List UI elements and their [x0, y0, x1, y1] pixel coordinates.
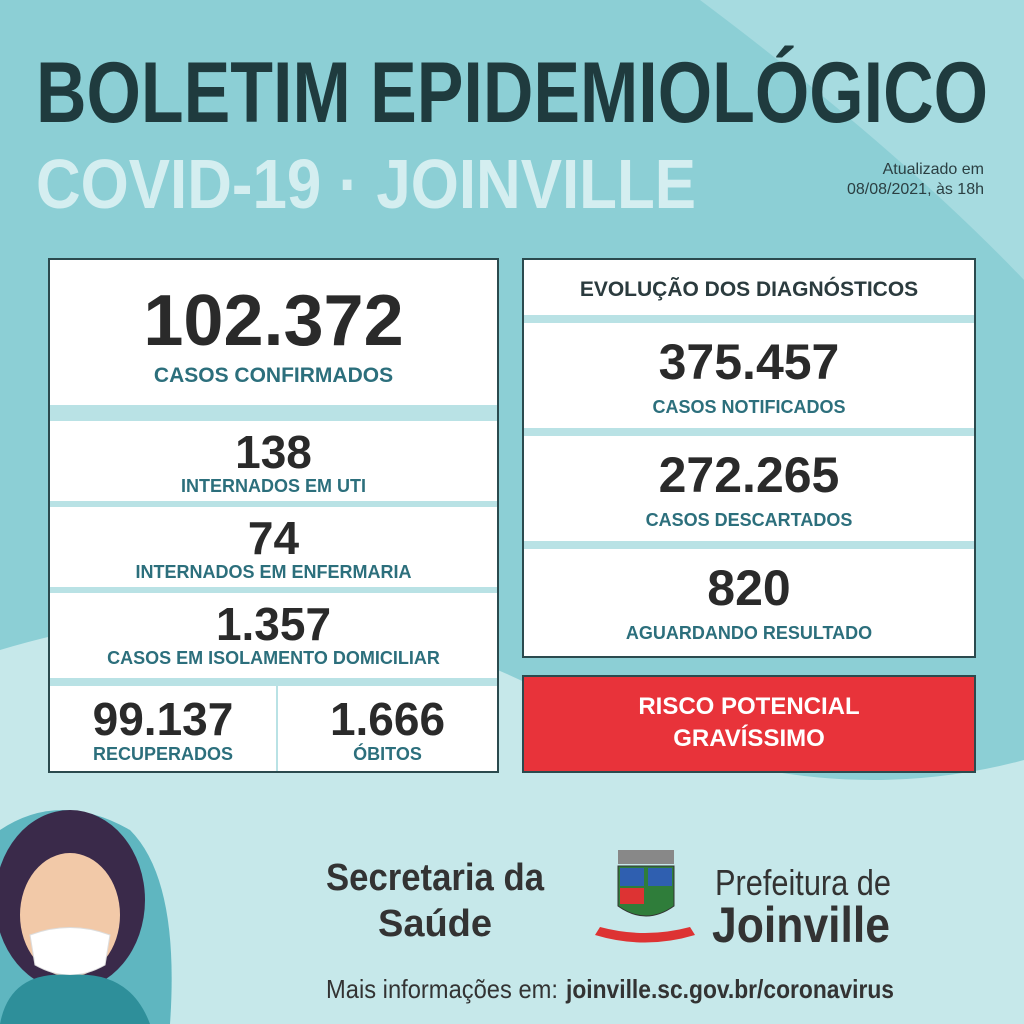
prefeitura: Joinville [712, 897, 890, 953]
secretaria: Saúde [378, 903, 492, 945]
separator [524, 315, 974, 323]
label: RECUPERADOS [92, 744, 234, 764]
subtitle: COVID-19 · JOINVILLE [36, 145, 696, 223]
alert-line: RISCO POTENCIAL [638, 693, 860, 720]
label: INTERNADOS EM UTI [180, 476, 366, 496]
label: CASOS DESCARTADOS [645, 510, 853, 530]
label: AGUARDANDO RESULTADO [625, 623, 873, 643]
value: 375.457 [658, 334, 840, 390]
value: 272.265 [658, 447, 840, 503]
title: BOLETIM EPIDEMIOLÓGICO [36, 45, 988, 141]
panel-title: EVOLUÇÃO DOS DIAGNÓSTICOS [579, 278, 919, 301]
value: 820 [707, 560, 791, 616]
separator [524, 428, 974, 436]
updated: Atualizado em [883, 161, 984, 178]
info: Mais informações em: [326, 974, 558, 1004]
value: 99.137 [92, 693, 234, 745]
value: 102.372 [143, 281, 404, 361]
value: 74 [247, 512, 300, 564]
updated: 08/08/2021, às 18h [847, 181, 984, 198]
value: 138 [235, 426, 312, 478]
value: 1.666 [329, 693, 446, 745]
deaths: 1.666 ÓBITOS [278, 686, 497, 771]
value: 1.357 [215, 598, 332, 650]
label: CASOS NOTIFICADOS [652, 397, 846, 417]
label: INTERNADOS EM ENFERMARIA [135, 562, 412, 582]
coat-of-arms [595, 850, 695, 943]
separator [50, 587, 497, 593]
separator [50, 501, 497, 507]
separator [524, 541, 974, 549]
label: ÓBITOS [353, 744, 422, 764]
recovered: 99.137 RECUPERADOS [50, 686, 276, 771]
label: CASOS CONFIRMADOS [153, 364, 394, 387]
alert-line: GRAVÍSSIMO [673, 725, 825, 752]
right-panel: EVOLUÇÃO DOS DIAGNÓSTICOS 375.457 CASOS N… [522, 258, 976, 658]
alert: RISCO POTENCIAL GRAVÍSSIMO [522, 675, 976, 773]
prefeitura: Prefeitura de [715, 862, 891, 903]
url[interactable]: joinville.sc.gov.br/coronavirus [565, 974, 894, 1004]
left-panel: 102.372 CASOS CONFIRMADOS 138 INTERNADOS … [48, 258, 499, 773]
secretaria: Secretaria da [326, 857, 545, 899]
label: CASOS EM ISOLAMENTO DOMICILIAR [107, 648, 440, 668]
